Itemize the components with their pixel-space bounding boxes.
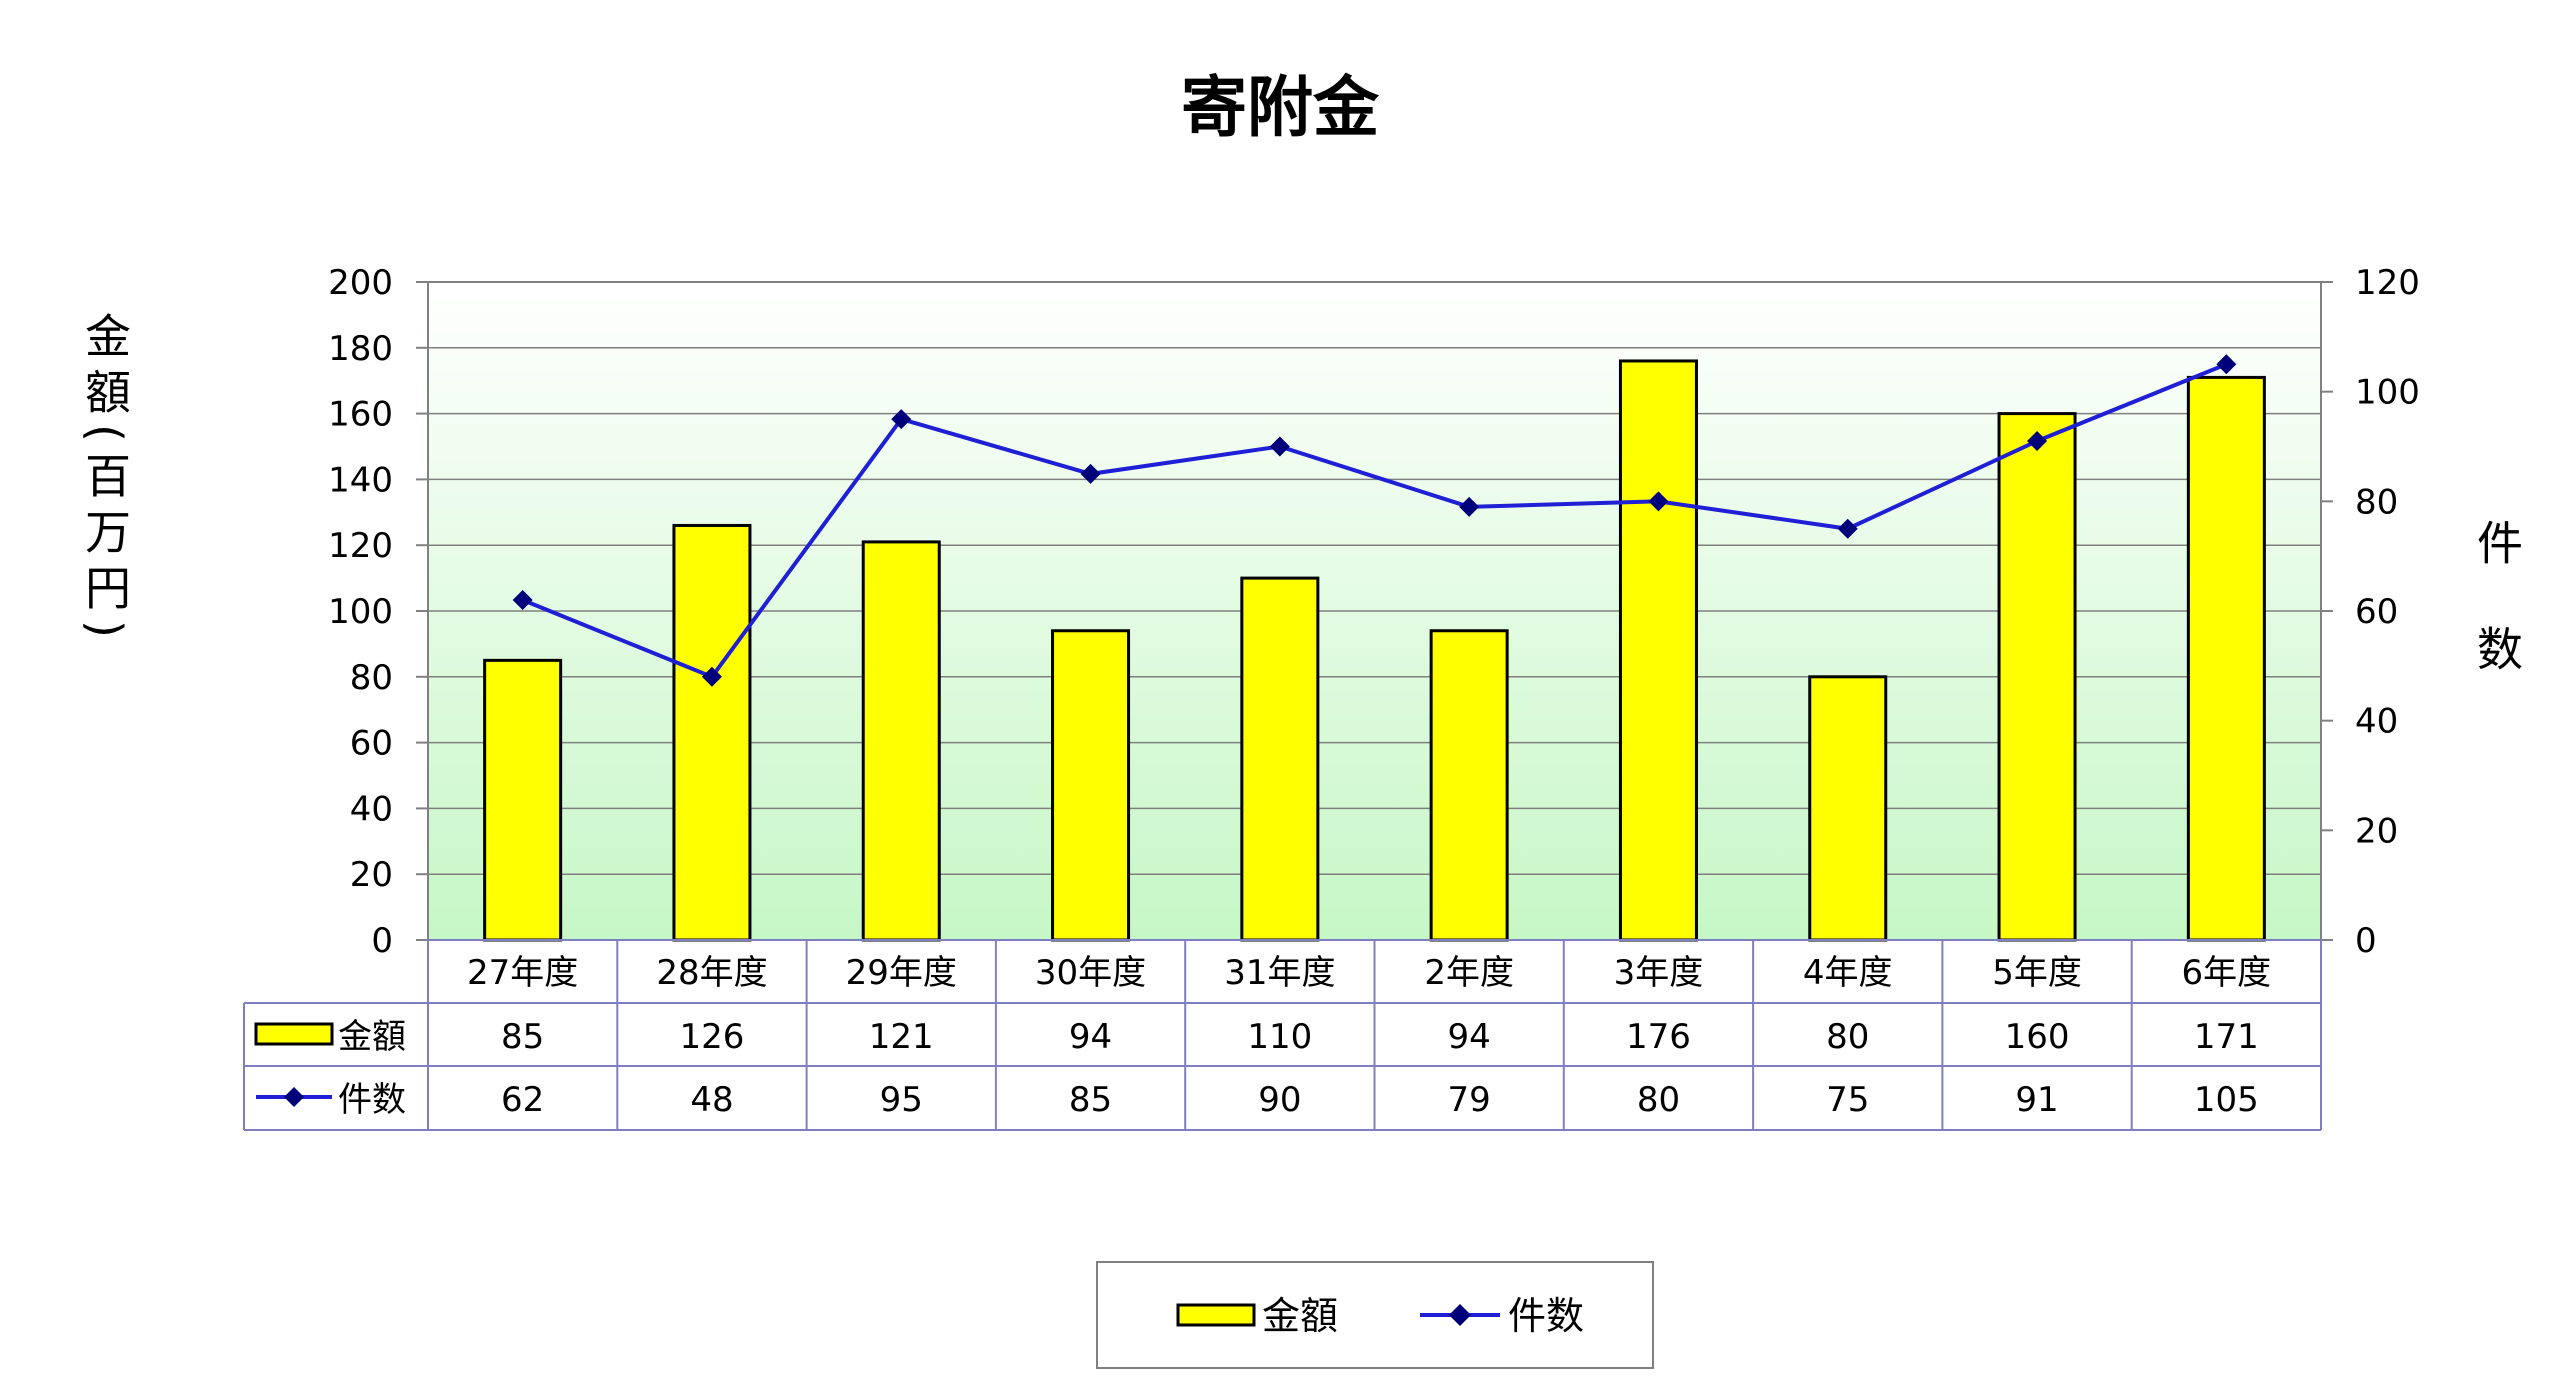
y-tick-label: 40 xyxy=(350,789,393,829)
line-point xyxy=(2027,431,2048,452)
table-cell-amount: 94 xyxy=(1069,1017,1112,1057)
chart-title: 寄附金 xyxy=(1181,69,1380,146)
y2-tick-label: 0 xyxy=(2355,921,2377,961)
line-point xyxy=(1459,496,1480,517)
x-tick-label: 3年度 xyxy=(1614,953,1704,993)
x-tick-label: 30年度 xyxy=(1035,953,1146,993)
y-tick-label: 20 xyxy=(350,855,393,895)
line-point xyxy=(2216,354,2237,375)
table-cell-amount: 110 xyxy=(1247,1017,1312,1057)
x-tick-label: 5年度 xyxy=(1992,953,2082,993)
table-cell-amount: 80 xyxy=(1826,1017,1869,1057)
x-tick-label: 29年度 xyxy=(846,953,957,993)
y2-tick-label: 120 xyxy=(2355,263,2420,303)
y-axis-ticks: 0 20 40 60 80 100 120 140 160 180 200 xyxy=(328,263,428,961)
bar xyxy=(672,523,752,942)
bar xyxy=(1051,629,1131,942)
table-cell-count: 105 xyxy=(2194,1080,2259,1120)
x-tick-label: 2年度 xyxy=(1424,953,1514,993)
table-cell-amount: 176 xyxy=(1626,1017,1691,1057)
y-axis-label: 金額(百万円) xyxy=(78,312,132,648)
y-tick-label: 180 xyxy=(328,329,393,369)
table-cell-count: 95 xyxy=(880,1080,923,1120)
x-tick-label: 4年度 xyxy=(1803,953,1893,993)
bar xyxy=(1618,359,1698,942)
table-cell-count: 90 xyxy=(1258,1080,1301,1120)
table-cell-count: 62 xyxy=(501,1080,544,1120)
y-tick-label: 120 xyxy=(328,526,393,566)
legend-label-count: 件数 xyxy=(1508,1294,1584,1338)
line-point xyxy=(891,409,912,430)
line-series xyxy=(512,354,2237,687)
y2-tick-label: 40 xyxy=(2355,702,2398,742)
table-cell-amount: 171 xyxy=(2194,1017,2259,1057)
table-cell-amount: 94 xyxy=(1448,1017,1491,1057)
table-key-bar-swatch xyxy=(254,1022,334,1046)
bar xyxy=(1240,576,1320,942)
y-tick-label: 60 xyxy=(350,724,393,764)
table-cell-amount: 121 xyxy=(869,1017,934,1057)
table-cell-count: 85 xyxy=(1069,1080,1112,1120)
table-row-label: 件数 xyxy=(338,1080,406,1120)
y-tick-label: 0 xyxy=(371,921,393,961)
legend: 金額 件数 xyxy=(1096,1261,1654,1369)
legend-label-amount: 金額 xyxy=(1262,1294,1338,1338)
x-tick-label: 28年度 xyxy=(656,953,767,993)
legend-diamond-marker xyxy=(1449,1304,1471,1326)
bar xyxy=(2186,375,2266,942)
y-tick-label: 160 xyxy=(328,395,393,435)
bar xyxy=(1997,412,2077,942)
bar xyxy=(1808,675,1888,942)
table-cell-count: 48 xyxy=(690,1080,733,1120)
x-tick-label: 6年度 xyxy=(2182,953,2272,993)
bar xyxy=(861,540,941,942)
table-cell-count: 80 xyxy=(1637,1080,1680,1120)
y2-tick-label: 20 xyxy=(2355,811,2398,851)
line-point xyxy=(1837,518,1858,539)
y2-tick-label: 100 xyxy=(2355,373,2420,413)
y-tick-label: 140 xyxy=(328,460,393,500)
line-point xyxy=(701,666,722,687)
table-cell-amount: 85 xyxy=(501,1017,544,1057)
y-tick-label: 200 xyxy=(328,263,393,303)
y-tick-label: 100 xyxy=(328,592,393,632)
table-cell-count: 75 xyxy=(1826,1080,1869,1120)
line-point xyxy=(1080,463,1101,484)
bar xyxy=(1429,629,1509,942)
table-row-label: 金額 xyxy=(338,1017,406,1057)
y2-tick-label: 80 xyxy=(2355,482,2398,522)
series-line xyxy=(521,362,2228,680)
y2-axis-ticks: 0 20 40 60 80 100 120 xyxy=(2321,263,2420,961)
bar xyxy=(483,658,563,942)
table-key-diamond-marker xyxy=(284,1087,304,1107)
y-tick-label: 80 xyxy=(350,658,393,698)
table-cell-count: 91 xyxy=(2015,1080,2058,1120)
line-point xyxy=(1648,491,1669,512)
line-point xyxy=(512,590,533,611)
table-cell-count: 79 xyxy=(1448,1080,1491,1120)
x-tick-label: 31年度 xyxy=(1224,953,1335,993)
y2-axis-label: 件数 xyxy=(2470,519,2524,731)
table-cell-amount: 126 xyxy=(679,1017,744,1057)
x-tick-label: 27年度 xyxy=(467,953,578,993)
legend-bar-swatch xyxy=(1176,1303,1256,1327)
line-point xyxy=(1269,436,1290,457)
y2-tick-label: 60 xyxy=(2355,592,2398,632)
table-cell-amount: 160 xyxy=(2005,1017,2070,1057)
